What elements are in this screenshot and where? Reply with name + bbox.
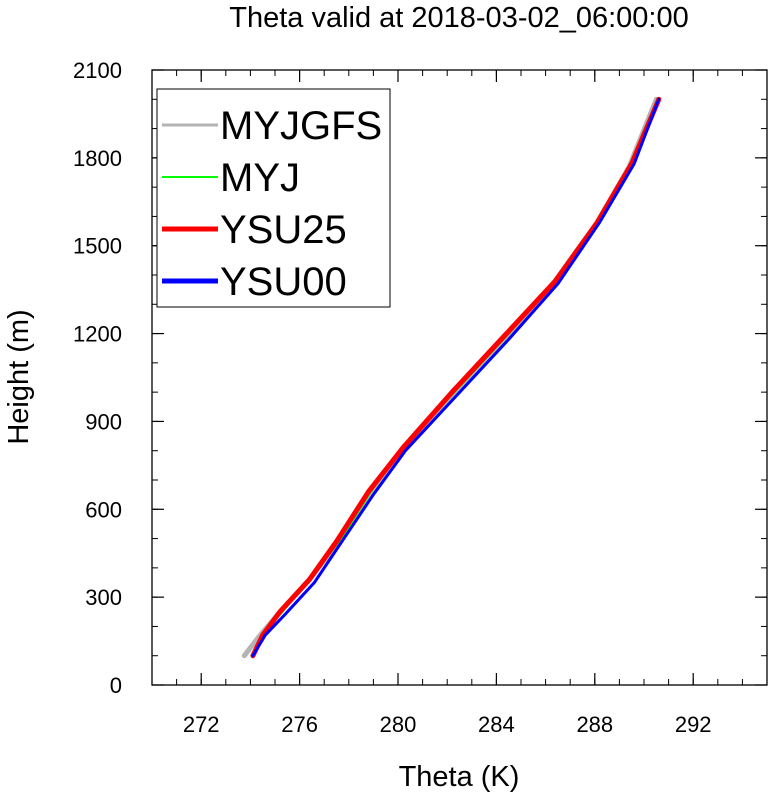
y-axis: 0 300 600 900 1200 1500 1800 2100 <box>73 58 767 698</box>
legend-label: YSU00 <box>220 260 347 304</box>
x-tick-label: 292 <box>675 712 712 737</box>
y-tick-label: 0 <box>110 673 122 698</box>
y-tick-label: 1800 <box>73 146 122 171</box>
chart-title: Theta valid at 2018-03-02_06:00:00 <box>229 2 689 34</box>
y-tick-label: 300 <box>85 585 122 610</box>
series-lines <box>241 96 662 659</box>
y-tick-label: 1200 <box>73 322 122 347</box>
x-tick-label: 276 <box>281 712 318 737</box>
y-axis-title: Height (m) <box>3 309 35 444</box>
series-line <box>251 97 661 658</box>
x-tick-label: 284 <box>478 712 515 737</box>
legend: MYJGFS MYJ YSU25 YSU00 <box>156 88 391 308</box>
plot-frame <box>151 69 768 686</box>
legend-label: MYJ <box>220 156 300 200</box>
y-tick-label: 900 <box>85 409 122 434</box>
x-tick-label: 288 <box>576 712 613 737</box>
y-tick-label: 600 <box>85 497 122 522</box>
series-line <box>250 96 662 659</box>
y-tick-label: 1500 <box>73 234 122 259</box>
legend-label: YSU25 <box>220 208 347 252</box>
legend-label: MYJGFS <box>220 104 382 148</box>
x-axis-title: Theta (K) <box>399 761 520 793</box>
x-tick-label: 280 <box>380 712 417 737</box>
y-tick-label: 2100 <box>73 58 122 83</box>
x-tick-label: 272 <box>183 712 220 737</box>
x-axis: 272 276 280 284 288 292 <box>183 70 712 737</box>
